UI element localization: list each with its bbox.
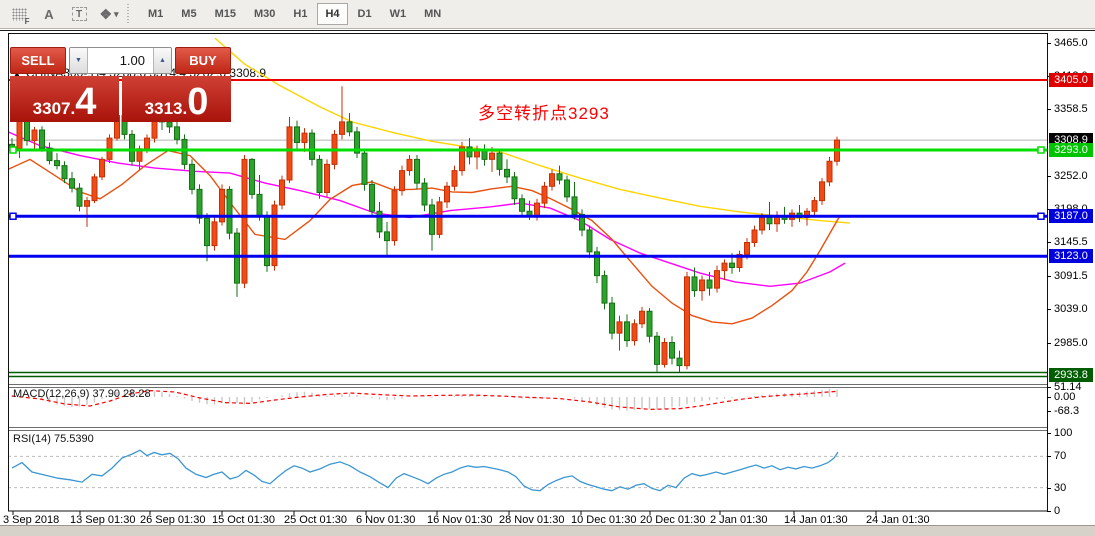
price-axis-tick: 0: [1046, 505, 1061, 517]
timeframe-button-m1[interactable]: M1: [148, 8, 164, 20]
date-label: 24 Jan 01:30: [866, 514, 930, 526]
ma-line-MA-fast: [8, 149, 841, 325]
timeframe-button-d1[interactable]: D1: [357, 8, 372, 20]
bid-quote-box[interactable]: 3307. 4: [10, 76, 119, 122]
price-axis-tick: -68.3: [1046, 404, 1080, 417]
date-label: 2 Jan 01:30: [710, 514, 768, 526]
text-tool-button[interactable]: T: [65, 3, 93, 26]
ma-line-MA-slow: [214, 37, 851, 224]
timeframe-button-h4[interactable]: H4: [317, 3, 348, 25]
ask-price-big-digit: 0: [187, 81, 209, 123]
date-label: 3 Sep 2018: [3, 514, 60, 526]
date-label: 10 Dec 01:30: [571, 514, 637, 526]
timeframe-button-m15[interactable]: M15: [214, 8, 236, 20]
chart-annotation[interactable]: 多空转折点3293: [478, 104, 610, 123]
date-label: 16 Nov 01:30: [427, 514, 493, 526]
buy-button[interactable]: BUY: [175, 47, 231, 74]
price-axis-tick: 3252.0: [1047, 169, 1088, 182]
cursor-icon: ❖: [99, 5, 113, 22]
price-badge-3187.0: 3187.0: [1049, 209, 1093, 224]
price-axis-tick: 0.00: [1046, 391, 1076, 403]
price-badge-3123.0: 3123.0: [1049, 249, 1093, 264]
price-axis-tick: 30: [1046, 481, 1067, 494]
date-label: 6 Nov 01:30: [356, 514, 416, 526]
date-label: 26 Sep 01:30: [140, 514, 206, 526]
date-label: 15 Oct 01:30: [212, 514, 275, 526]
timeframe-button-w1[interactable]: W1: [389, 8, 407, 20]
bid-price-big-digit: 4: [75, 81, 97, 123]
price-badge-3405.0: 3405.0: [1049, 73, 1093, 87]
rsi-label: RSI(14) 75.5390: [13, 433, 94, 445]
date-label: 20 Dec 01:30: [640, 514, 706, 526]
timeframe-button-m5[interactable]: M5: [181, 8, 197, 20]
toolbar: F A T ❖ ▾ M1 M5 M15 M30 H1 H4 D1 W1 MN: [0, 0, 1095, 29]
ask-price: 3313.: [144, 99, 188, 118]
volume-increase-button[interactable]: ▲: [153, 48, 171, 73]
date-label: 13 Sep 01:30: [70, 514, 136, 526]
label-tool-button[interactable]: A: [35, 3, 63, 26]
arrow-down-icon: ▼: [75, 57, 82, 64]
sell-button[interactable]: SELL: [10, 47, 66, 74]
timeframe-button-h1[interactable]: H1: [293, 8, 308, 20]
price-axis-tick: 3145.5: [1047, 236, 1088, 249]
date-label: 25 Oct 01:30: [284, 514, 347, 526]
price-axis-tick: 2985.0: [1047, 336, 1088, 349]
price-axis-tick: 3039.0: [1047, 302, 1088, 315]
price-axis-tick: 51.14: [1047, 380, 1082, 393]
chart-template-icon[interactable]: F: [5, 3, 33, 26]
volume-stepper: ▼ 1.00 ▲: [69, 47, 172, 74]
arrow-up-icon: ▲: [159, 57, 166, 64]
bid-price: 3307.: [32, 99, 76, 118]
chevron-down-icon: ▾: [114, 8, 119, 19]
volume-input[interactable]: 1.00: [119, 53, 145, 68]
label-a-icon: A: [44, 6, 54, 22]
price-badge-2933.8: 2933.8: [1049, 367, 1093, 382]
timeframe-button-m30[interactable]: M30: [253, 8, 276, 20]
dotted-grid-icon: F: [11, 7, 30, 25]
timeframe-group: M1 M5 M15 M30 H1 H4 D1 W1 MN: [139, 3, 450, 25]
date-label: 28 Nov 01:30: [499, 514, 565, 526]
ma-line-MA-medium: [8, 131, 846, 288]
date-label: 14 Jan 01:30: [784, 514, 848, 526]
price-chart[interactable]: [8, 33, 1048, 525]
price-badge-3293.0: 3293.0: [1049, 143, 1093, 157]
macd-label: MACD(12,26,9) 37.90 28.28: [13, 388, 151, 400]
price-axis-tick: 3465.0: [1047, 36, 1088, 49]
timeframe-button-mn[interactable]: MN: [424, 8, 442, 20]
volume-decrease-button[interactable]: ▼: [70, 48, 88, 73]
text-t-icon: T: [71, 7, 87, 21]
one-click-trade-panel: SELL ▼ 1.00 ▲ BUY 3307. 4 3313. 0: [10, 47, 231, 122]
price-axis-tick: 70: [1046, 450, 1067, 463]
price-axis-tick: 3091.5: [1047, 269, 1088, 282]
cursor-tool-button[interactable]: ❖ ▾: [95, 3, 123, 26]
status-bar: [0, 525, 1095, 536]
price-axis-tick: 100: [1046, 427, 1073, 439]
ask-quote-box[interactable]: 3313. 0: [122, 76, 231, 122]
price-axis-tick: 3358.5: [1047, 103, 1088, 116]
toolbar-drag-handle[interactable]: [127, 4, 132, 24]
